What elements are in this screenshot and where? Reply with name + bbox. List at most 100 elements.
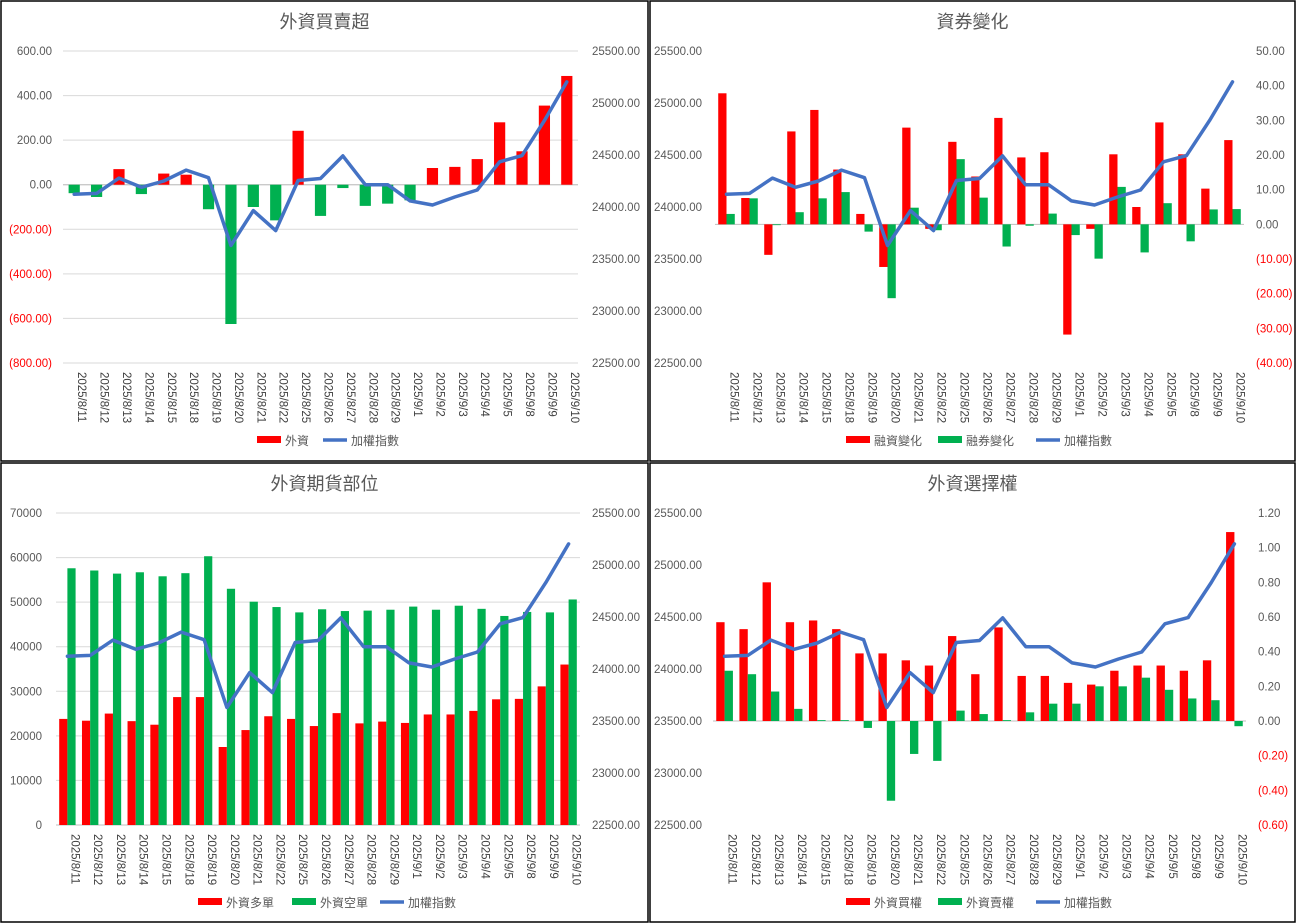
bar-融券變化-2025/9/4 (1140, 224, 1149, 253)
bar-外資-2025/8/12 (90, 184, 103, 197)
x-tick-label: 2025/8/11 (728, 372, 740, 422)
y-right-tick-label: 25500.00 (592, 46, 640, 58)
bar-外資買權-2025/9/10 (1226, 532, 1235, 721)
x-tick-label: 2025/9/10 (568, 372, 580, 423)
y-right-tick-label: 23000.00 (592, 768, 640, 780)
y-left-tick-label: 24500.00 (654, 612, 702, 624)
bar-外資賣權-2025/8/14 (794, 708, 803, 721)
y-right-tick-label: 0.60 (1258, 612, 1280, 624)
y-left-tick-label: 25500.00 (654, 508, 702, 520)
bar-外資-2025/9/4 (471, 159, 483, 185)
x-tick-label: 2025/8/12 (751, 372, 763, 423)
chart-panel-4: 外資選擇權 22500.00 23000.00 23500.00 24000.00 245… (649, 462, 1296, 923)
bar-外資多單-2025/8/18 (173, 697, 182, 825)
bar-外資空單-2025/8/28 (363, 610, 372, 825)
bar-融資變化-2025/9/9 (1201, 188, 1210, 225)
bar-外資空單-2025/9/1 (409, 606, 418, 825)
y-right-tick-label: (0.20) (1258, 751, 1288, 763)
y-right-tick-label: 23500.00 (592, 254, 640, 266)
bar-外資賣權-2025/9/2 (1095, 686, 1104, 721)
bar-外資多單-2025/8/12 (81, 720, 91, 825)
bar-外資賣權-2025/8/29 (1049, 703, 1058, 721)
bar-外資-2025/8/27 (337, 184, 349, 189)
chart-title: 外資期貨部位 (271, 474, 379, 495)
bar-外資空單-2025/8/22 (272, 607, 281, 825)
bar-外資-2025/8/14 (135, 184, 147, 195)
x-tick-label: 2025/8/19 (866, 372, 878, 423)
y-right-tick-label: 22500.00 (592, 358, 640, 370)
x-tick-label: 2025/8/15 (165, 372, 177, 423)
x-tick-label: 2025/8/18 (843, 372, 855, 423)
bar-融資變化-2025/9/10 (1224, 140, 1233, 225)
bar-外資賣權-2025/9/8 (1188, 698, 1197, 721)
x-tick-label: 2025/8/22 (935, 372, 947, 423)
chart-panel-1: 外資買賣超 (800.00) (600.00) (400.00) (200.00) 0.0… (0, 0, 649, 462)
y-left-tick-label: 30000 (10, 686, 42, 698)
y-right-tick-label: 24000.00 (592, 202, 640, 214)
x-tick-label: 2025/8/25 (958, 372, 970, 423)
legend-label: 融資變化 (874, 433, 922, 448)
y-right-tick-label: 50.00 (1256, 46, 1285, 58)
line-series-index (722, 542, 1237, 710)
x-tick-label: 2025/9/2 (433, 372, 445, 417)
bar-外資賣權-2025/8/13 (770, 691, 780, 721)
y-right-tick-label: 0.00 (1258, 716, 1280, 728)
bar-外資多單-2025/8/15 (150, 724, 159, 825)
bar-融資變化-2025/8/27 (994, 117, 1003, 225)
bar-外資賣權-2025/8/22 (933, 721, 942, 761)
bar-融資變化-2025/8/19 (856, 213, 865, 225)
chart-frame (0, 0, 649, 462)
y-left-tick-label: 22500.00 (654, 820, 702, 832)
x-tick-label: 2025/8/27 (342, 834, 354, 885)
y-right-tick-label: (40.00) (1256, 358, 1293, 370)
bar-外資多單-2025/9/3 (446, 714, 455, 825)
bar-融券變化-2025/8/26 (979, 197, 988, 225)
x-tick-label: 2025/8/22 (934, 834, 946, 885)
bar-外資買權-2025/8/19 (855, 653, 864, 721)
y-right-tick-label: 1.00 (1258, 543, 1280, 555)
y-left-tick-label: 24500.00 (654, 150, 702, 162)
x-tick-label: 2025/9/3 (456, 372, 468, 417)
bar-外資-2025/8/20 (225, 184, 237, 324)
x-tick-label: 2025/8/20 (888, 834, 900, 885)
y-right-tick-label: 22500.00 (592, 820, 640, 832)
x-tick-label: 2025/9/5 (1166, 834, 1178, 879)
bar-外資-2025/8/11 (68, 184, 80, 194)
legend-label: 加權指數 (1064, 433, 1112, 448)
x-tick-label: 2025/9/8 (524, 834, 536, 879)
bar-外資買權-2025/9/2 (1087, 684, 1096, 721)
x-tick-label: 2025/9/2 (1096, 372, 1108, 417)
legend-label: 加權指數 (408, 895, 456, 910)
bar-融券變化-2025/8/14 (795, 212, 804, 225)
x-tick-label: 2025/8/20 (889, 372, 901, 423)
line-series-index (72, 80, 569, 248)
y-left-tick-label: 23000.00 (654, 768, 702, 780)
y-right-tick-label: (30.00) (1256, 323, 1293, 335)
bar-融資變化-2025/8/12 (741, 197, 750, 225)
chart-title: 資券變化 (937, 12, 1009, 33)
bar-外資-2025/8/26 (314, 184, 327, 216)
bar-融券變化-2025/9/10 (1232, 209, 1241, 225)
bar-外資買權-2025/8/26 (971, 674, 980, 721)
x-tick-label: 2025/8/19 (865, 834, 877, 885)
bar-融資變化-2025/8/18 (833, 169, 842, 225)
chart-panel-3: 外資期貨部位 0 10000 20000 30000 40000 50000 60000 700… (0, 462, 649, 923)
legend-label: 外資買權 (874, 896, 922, 910)
bar-外資空單-2025/8/25 (295, 612, 304, 825)
bar-外資買權-2025/9/5 (1156, 665, 1165, 721)
bar-外資-2025/9/2 (426, 168, 439, 185)
bar-外資買權-2025/8/25 (947, 636, 957, 721)
bar-外資多單-2025/8/20 (218, 747, 227, 825)
x-tick-label: 2025/8/13 (774, 372, 786, 423)
y-left-tick-label: 22500.00 (654, 358, 702, 370)
bar-外資多單-2025/8/11 (59, 718, 68, 825)
y-left-tick-label: (600.00) (9, 313, 52, 325)
x-tick-label: 2025/8/28 (1027, 372, 1039, 423)
x-tick-label: 2025/8/14 (137, 834, 149, 886)
y-right-tick-label: (0.40) (1258, 785, 1288, 797)
x-tick-label: 2025/8/21 (254, 372, 266, 423)
y-left-tick-label: 0.00 (30, 180, 52, 192)
x-tick-label: 2025/8/25 (296, 834, 308, 885)
bar-融券變化-2025/8/12 (749, 198, 758, 225)
